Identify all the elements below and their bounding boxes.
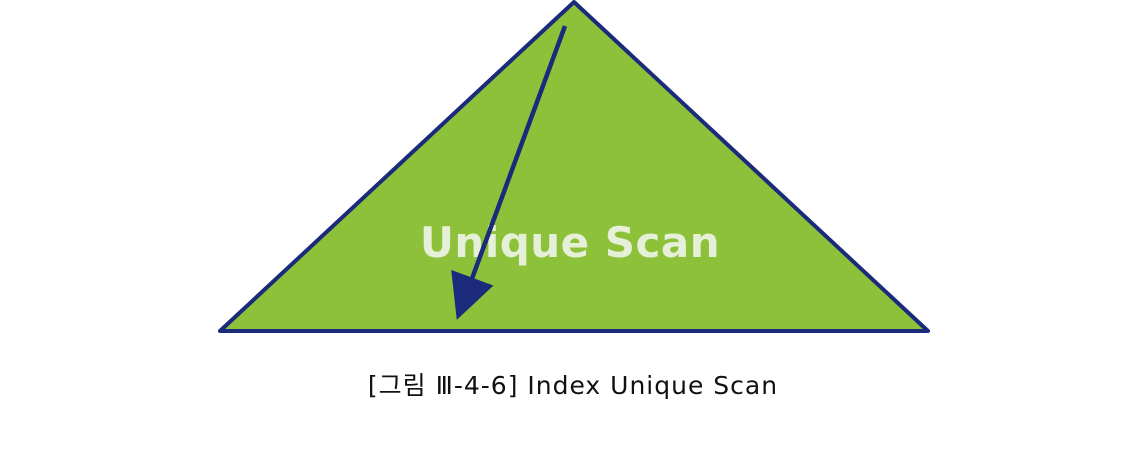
unique-scan-label: Unique Scan — [420, 218, 720, 267]
figure-caption: [그림 Ⅲ-4-6] Index Unique Scan — [367, 371, 779, 400]
index-tree-triangle — [218, 0, 930, 333]
scan-path-arrow — [451, 25, 568, 320]
